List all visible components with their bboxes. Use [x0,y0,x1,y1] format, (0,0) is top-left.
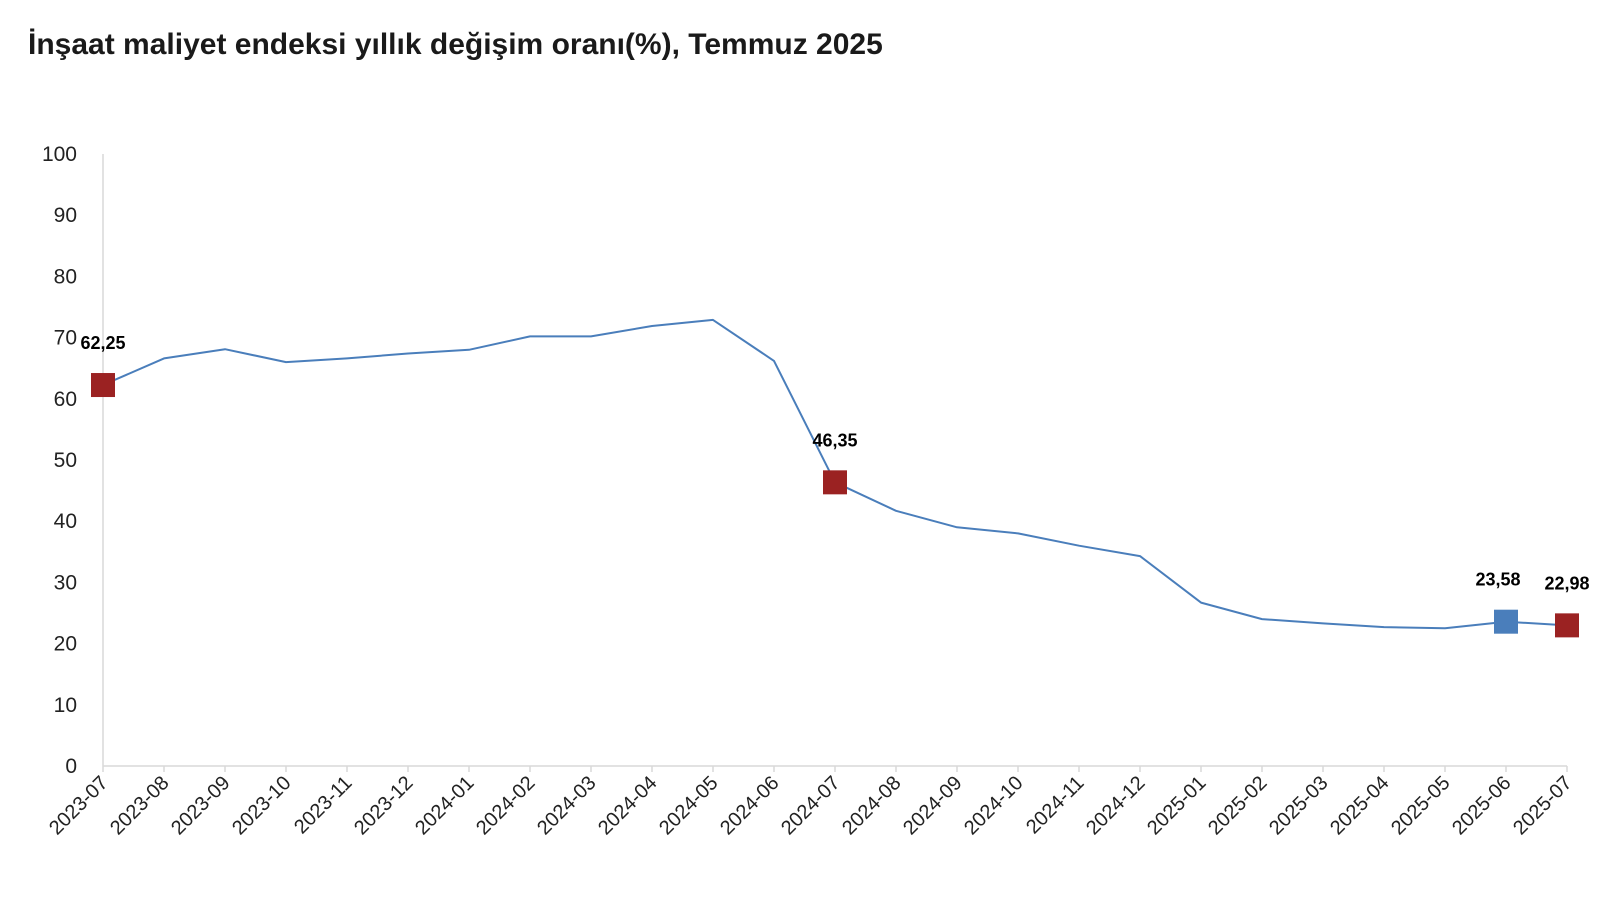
x-tick-label: 2025-05 [1387,772,1454,839]
highlight-marker [1555,613,1579,638]
data-point [589,334,593,338]
data-label: 22,98 [1544,573,1589,593]
x-axis: 2023-072023-082023-092023-102023-112023-… [45,765,1577,839]
data-point [1016,531,1020,535]
data-point [955,525,959,529]
x-tick-label: 2024-01 [411,772,478,839]
data-label: 23,58 [1475,570,1520,590]
y-tick-label: 40 [54,510,77,533]
x-tick-label: 2025-03 [1265,772,1332,839]
data-point [1443,626,1447,630]
data-point [1199,601,1203,605]
y-tick-label: 0 [65,755,77,778]
highlight-marker [823,470,847,495]
data-point [1260,617,1264,621]
y-tick-label: 60 [54,388,77,411]
data-point [772,359,776,363]
x-tick-label: 2024-06 [716,772,783,839]
x-tick-label: 2023-08 [106,772,173,839]
x-tick-label: 2025-04 [1326,772,1393,839]
data-point [284,360,288,364]
x-tick-label: 2024-04 [594,772,661,839]
data-point [345,356,349,360]
x-tick-label: 2024-10 [960,772,1027,839]
x-tick-label: 2024-07 [777,772,844,839]
data-point [894,509,898,513]
x-tick-label: 2023-11 [290,772,356,838]
chart-title: İnşaat maliyet endeksi yıllık değişim or… [28,28,883,61]
x-tick-label: 2025-01 [1143,772,1210,839]
highlight-marker [91,373,115,398]
data-point [467,348,471,352]
data-point [1321,621,1325,625]
y-tick-label: 30 [54,571,77,594]
data-point [1138,554,1142,558]
markers-group [91,373,1579,638]
x-tick-label: 2023-07 [45,772,112,839]
y-tick-label: 50 [54,449,77,472]
data-point [1382,625,1386,629]
y-axis: 0 10 20 30 40 50 60 70 80 90 100 [42,143,104,778]
y-tick-label: 70 [54,327,77,350]
x-tick-label: 2024-11 [1022,772,1088,838]
highlight-marker [1494,609,1518,634]
x-tick-label: 2023-12 [350,772,417,839]
x-tick-label: 2024-12 [1082,772,1149,839]
x-tick-label: 2023-10 [228,772,295,839]
x-tick-label: 2024-09 [899,772,966,839]
x-tick-label: 2023-09 [167,772,234,839]
y-tick-label: 90 [54,204,77,227]
x-tick-label: 2024-02 [472,772,539,839]
data-label: 46,35 [812,430,857,450]
y-tick-label: 20 [54,633,77,656]
data-point [650,324,654,328]
y-tick-label: 100 [42,143,77,166]
data-labels-group: 62,25 46,35 23,58 22,98 [80,333,1589,593]
x-tick-label: 2025-07 [1509,772,1576,839]
data-point [528,334,532,338]
y-tick-label: 10 [54,694,77,717]
x-tick-label: 2024-08 [838,772,905,839]
data-point [223,347,227,351]
x-tick-label: 2024-03 [533,772,600,839]
x-tick-label: 2024-05 [655,772,722,839]
x-tick-label: 2025-06 [1448,772,1515,839]
data-label: 62,25 [80,333,125,353]
data-point [162,356,166,360]
data-point [711,318,715,322]
x-tick-label: 2025-02 [1204,772,1271,839]
data-point [1077,544,1081,548]
data-point [406,352,410,356]
y-tick-label: 80 [54,265,77,288]
